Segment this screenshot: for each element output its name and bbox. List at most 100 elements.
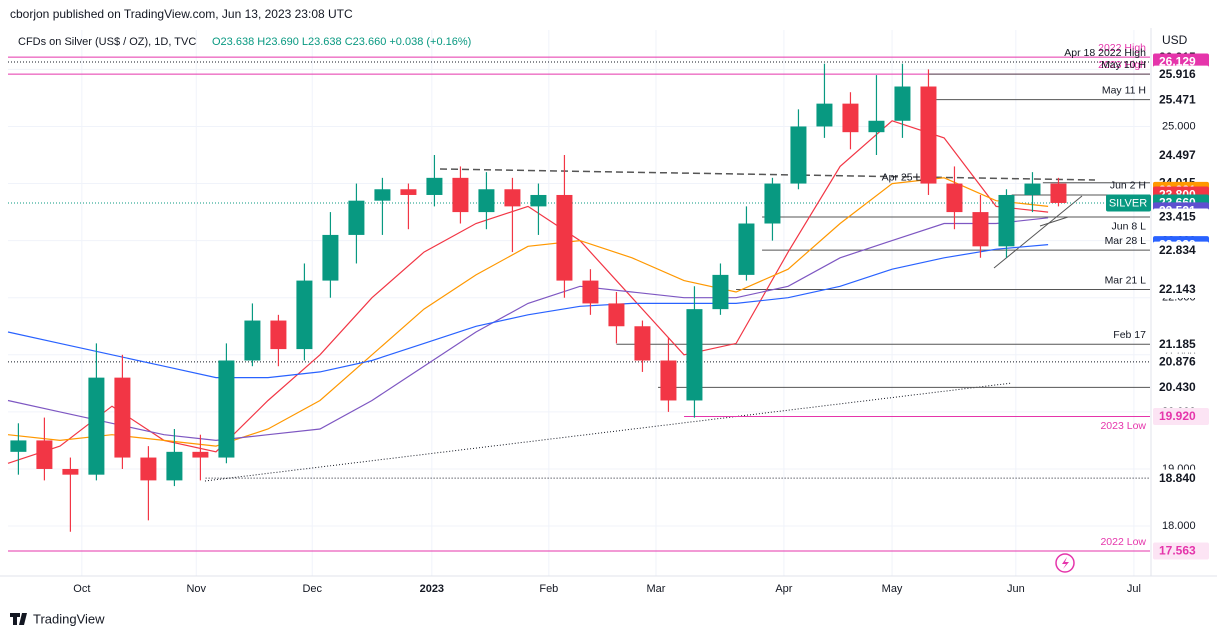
candle-body: [894, 86, 911, 121]
price-label-box: [1153, 353, 1209, 371]
currency: USD: [1162, 33, 1188, 47]
candle-body: [686, 309, 703, 401]
trend-line: [439, 168, 1096, 181]
candle-body: [36, 440, 53, 469]
price-label-box: [1153, 241, 1209, 259]
level-label: Jun 2 H: [1110, 180, 1146, 192]
level-label: Mar 28 L: [1105, 235, 1147, 247]
y-tick-label: 25.000: [1162, 120, 1196, 132]
candle-body: [166, 451, 183, 481]
price-label-box: [1153, 335, 1209, 353]
price-label: 24.497: [1159, 148, 1196, 162]
candle-body: [114, 377, 131, 458]
candle-body: [192, 451, 209, 458]
candle-body: [868, 120, 885, 133]
candle-body: [62, 468, 79, 475]
price-label: 20.430: [1159, 380, 1196, 394]
price-label: 19.920: [1159, 409, 1196, 423]
x-tick-label: Nov: [186, 583, 206, 595]
candle-body: [634, 326, 651, 361]
x-tick-label: Apr: [775, 583, 792, 595]
level-label: May 11 H: [1102, 84, 1146, 96]
moving-average: [7, 120, 1049, 464]
candle-body: [790, 126, 807, 184]
annotation: Apr 25 L: [882, 172, 922, 184]
price-label-box: [1153, 407, 1209, 425]
candle-body: [530, 194, 547, 207]
price-label: 25.916: [1159, 67, 1196, 81]
brand-logo: [10, 613, 27, 625]
x-tick-label: 2023: [420, 583, 444, 595]
moving-average: [7, 217, 1049, 442]
price-label: 18.840: [1159, 471, 1196, 485]
price-label-box: [1153, 208, 1209, 226]
moving-average: [7, 177, 1049, 447]
candle-body: [374, 189, 391, 201]
candle-body: [712, 274, 729, 310]
candle-body: [608, 303, 625, 327]
price-label-box: [1153, 378, 1209, 396]
moving-average: [7, 244, 1049, 379]
ohlc: O23.638 H23.690 L23.638 C23.660 +0.038 (…: [212, 36, 471, 48]
price-label-box: [1153, 281, 1209, 299]
brand: TradingView: [33, 611, 105, 626]
level-label: 2022 High: [1098, 42, 1146, 54]
price-label: 25.471: [1159, 92, 1196, 106]
candle-body: [296, 280, 313, 350]
level-label: Apr 18 2022 High: [1064, 47, 1146, 59]
candle-body: [140, 457, 157, 481]
price-label-box: [1153, 146, 1209, 164]
publisher: cborjon published on TradingView.com, Ju…: [10, 7, 353, 21]
price-label: 22.834: [1159, 243, 1196, 257]
trend-line: [1039, 216, 1069, 227]
price-label: 21.185: [1159, 337, 1196, 351]
level-label: Jun 8 L: [1112, 221, 1147, 233]
level-label: Feb 17: [1113, 329, 1146, 341]
symbol-tag: SILVER: [1109, 197, 1147, 209]
price-label: 26.129: [1159, 55, 1196, 69]
candle-body: [582, 280, 599, 304]
candle-body: [244, 320, 261, 361]
level-label: 2023 High: [1098, 59, 1146, 71]
price-label-box: [1153, 91, 1209, 109]
candle-body: [88, 377, 105, 475]
candle-body: [946, 183, 963, 213]
candle-body: [1024, 183, 1041, 195]
price-label-box: [1153, 542, 1209, 560]
candle-body: [842, 103, 859, 133]
y-tick-label: 18.000: [1162, 520, 1196, 532]
x-tick-label: Jul: [1127, 583, 1141, 595]
x-tick-label: May: [882, 583, 903, 595]
candle-body: [556, 194, 573, 281]
candle-body: [764, 183, 781, 224]
level-label: May 10 H: [1101, 59, 1146, 71]
x-tick-label: Dec: [302, 583, 322, 595]
candle-body: [816, 103, 833, 127]
candle-body: [218, 360, 235, 458]
price-label-box: [1153, 65, 1209, 83]
candle-body: [10, 440, 27, 452]
candle-body: [478, 189, 495, 213]
candle-body: [270, 320, 287, 350]
candle-body: [400, 189, 417, 195]
candle-body: [452, 177, 469, 213]
candle-body: [972, 212, 989, 247]
candle-body: [322, 234, 339, 281]
price-label: 17.563: [1159, 544, 1196, 558]
trend-line: [204, 382, 1013, 482]
symbol-tag-box: [1106, 194, 1151, 212]
candle-body: [1050, 183, 1067, 203]
symbol: CFDs on Silver (US$ / OZ), 1D, TVC: [18, 36, 196, 48]
candle-body: [920, 86, 937, 184]
x-tick-label: Jun: [1007, 583, 1025, 595]
axis-labels: 18.00019.00020.00021.00022.00023.00024.0…: [73, 48, 1209, 595]
price-label: 20.876: [1159, 355, 1196, 369]
candle-body: [348, 200, 365, 235]
level-label: Mar 21 L: [1105, 274, 1147, 286]
price-label-box: [1153, 469, 1209, 487]
price-label: 22.143: [1159, 282, 1196, 296]
level-label: 2023 Low: [1100, 420, 1146, 432]
x-tick-label: Oct: [73, 583, 90, 595]
x-tick-label: Feb: [539, 583, 558, 595]
